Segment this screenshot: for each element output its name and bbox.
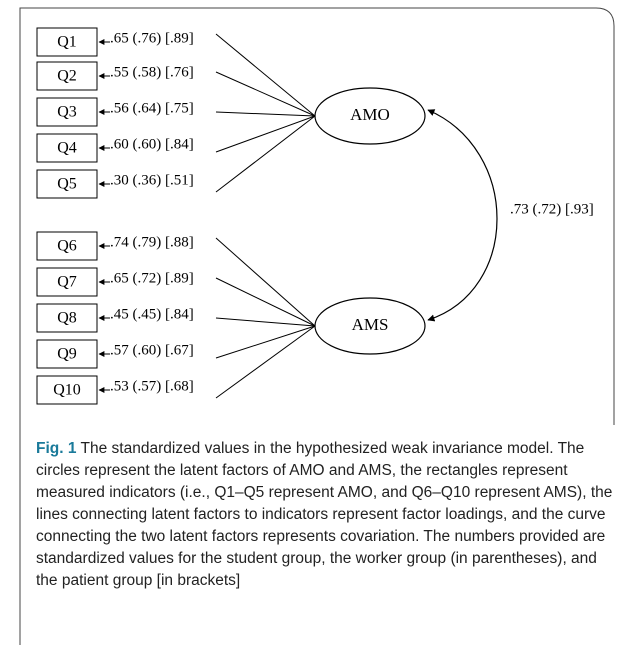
loading-label: .55 (.58) [.76] bbox=[110, 64, 194, 80]
loading-line bbox=[215, 277, 316, 327]
frame bbox=[19, 7, 615, 645]
loading-label: .57 (.60) [.67] bbox=[110, 342, 194, 358]
indicator-label: Q10 bbox=[53, 382, 81, 399]
covariance-label: .73 (.72) [.93] bbox=[510, 201, 594, 217]
indicator-label: Q4 bbox=[57, 140, 77, 157]
loading-label: .30 (.36) [.51] bbox=[110, 172, 194, 188]
loading-line bbox=[215, 71, 316, 117]
loading-label: .60 (.60) [.84] bbox=[110, 136, 194, 152]
loading-label: .74 (.79) [.88] bbox=[110, 234, 194, 250]
indicator-box bbox=[36, 339, 98, 369]
indicator-box bbox=[36, 97, 98, 127]
loading-line bbox=[215, 237, 316, 327]
loading-line bbox=[215, 115, 316, 153]
indicator-label: Q7 bbox=[57, 274, 77, 291]
loading-line bbox=[215, 325, 316, 399]
caption: Fig. 1 The standardized values in the hy… bbox=[36, 438, 616, 592]
loading-line bbox=[215, 325, 316, 359]
caption-label: Fig. 1 bbox=[36, 440, 77, 457]
indicator-label: Q8 bbox=[57, 310, 77, 327]
loading-line bbox=[215, 33, 316, 117]
loading-label: .45 (.45) [.84] bbox=[110, 306, 194, 322]
indicator-label: Q9 bbox=[57, 346, 77, 363]
loading-line bbox=[215, 317, 316, 327]
loading-line bbox=[215, 111, 316, 117]
indicator-box bbox=[36, 231, 98, 261]
loading-label: .65 (.76) [.89] bbox=[110, 30, 194, 46]
factor-label: AMO bbox=[350, 105, 390, 124]
loading-label: .53 (.57) [.68] bbox=[110, 378, 194, 394]
indicator-box bbox=[36, 27, 98, 57]
indicator-label: Q3 bbox=[57, 104, 77, 121]
loading-label: .56 (.64) [.75] bbox=[110, 100, 194, 116]
indicator-label: Q2 bbox=[57, 68, 77, 85]
indicator-box bbox=[36, 169, 98, 199]
caption-text: The standardized values in the hypothesi… bbox=[36, 440, 613, 589]
loading-label: .65 (.72) [.89] bbox=[110, 270, 194, 286]
indicator-label: Q6 bbox=[57, 238, 77, 255]
indicator-box bbox=[36, 61, 98, 91]
indicator-box bbox=[36, 375, 98, 405]
covariance-curve bbox=[427, 109, 498, 322]
factor-label: AMS bbox=[352, 315, 389, 334]
indicator-box bbox=[36, 267, 98, 297]
indicator-label: Q5 bbox=[57, 176, 77, 193]
indicator-box bbox=[36, 133, 98, 163]
indicator-label: Q1 bbox=[57, 34, 77, 51]
indicator-box bbox=[36, 303, 98, 333]
loading-line bbox=[215, 115, 316, 193]
